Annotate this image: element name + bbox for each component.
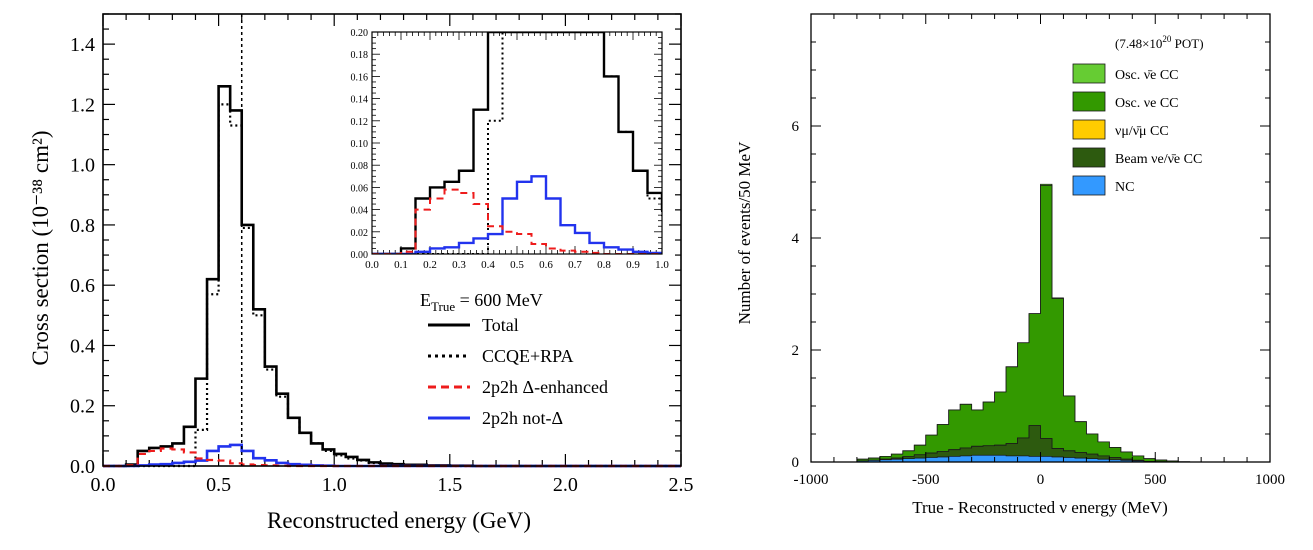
right-x-tick-label: 0 [1037,472,1045,488]
inset-y-tick-label: 0.04 [351,206,369,217]
inset-panel: 0.0 0.1 0.2 0.3 0.4 0.5 0.6 0.7 0.8 0.9 1.0 0.000.… [351,28,670,271]
right-legend-swatch [1072,63,1106,84]
left-y-tick-label: 0.8 [70,215,95,237]
cross-section-panel: 0.0 0.5 1.0 1.5 2.0 2.5 0.0 0.2 0.4 0.6 0.8 1.0 1.2… [28,13,694,533]
inset-x-tick-label: 0.2 [423,259,437,271]
inset-series-ccqe-rpa [372,32,662,254]
inset-y-tick-label: 0.18 [351,50,369,61]
right-y-tick-label: 4 [792,231,800,247]
inset-series-2p2h-not- [372,175,662,254]
right-legend-swatch [1072,91,1106,112]
inset-y-tick-label: 0.08 [351,161,369,172]
right-x-axis-label: True - Reconstructed ν energy (MeV) [912,498,1168,517]
left-x-axis-label: Reconstructed energy (GeV) [267,508,531,533]
right-x-tick-label: -1000 [794,472,829,488]
right-y-tick-label: 0 [792,455,800,471]
right-legend-swatch [1072,175,1106,196]
right-y-tick-labels: 0 2 4 6 [792,119,800,471]
legend-label: 2p2h not-Δ [482,408,563,428]
pot-annotation: (7.48×1020 POT) [1115,34,1204,51]
left-y-tick-label: 1.0 [70,155,95,177]
inset-x-tick-label: 0.6 [539,259,553,271]
right-x-tick-labels: -1000 -500 0 500 1000 [794,472,1286,488]
right-plot-frame [810,13,1271,463]
right-x-tick-label: 1000 [1255,472,1285,488]
inset-x-tick-label: 0.4 [481,259,495,271]
inset-x-tick-label: 0.3 [452,259,466,271]
left-plot-frame [102,13,682,467]
right-stack-group [811,183,1270,463]
inset-y-tick-label: 0.06 [351,183,369,194]
right-x-tick-label: 500 [1144,472,1167,488]
left-x-tick-label: 1.0 [322,474,347,496]
inset-y-tick-label: 0.14 [351,95,369,106]
inset-y-tick-label: 0.20 [351,28,369,39]
inset-x-tick-label: 1.0 [655,259,669,271]
inset-y-tick-label: 0.12 [351,117,369,128]
inset-x-tick-label: 0.8 [597,259,611,271]
right-y-axis-label: Number of events/50 MeV [735,141,754,324]
inset-x-tick-label: 0.5 [510,259,524,271]
left-y-tick-label: 1.2 [70,94,95,116]
right-legend: Osc. ν̄e CC Osc. νe CC νμ/ν̄μ CC Beam νe/ν̄… [1072,63,1202,196]
left-y-axis-label: Cross section (10⁻³⁸ cm²) [28,130,53,365]
right-legend-swatch [1072,119,1106,140]
inset-background [372,32,662,254]
right-y-tick-label: 6 [792,119,800,135]
left-y-tick-label: 0.0 [70,456,95,478]
inset-x-tick-label: 0.7 [568,259,582,271]
left-x-tick-label: 0.0 [91,474,116,496]
left-y-tick-label: 0.2 [70,396,95,418]
left-x-tick-labels: 0.0 0.5 1.0 1.5 2.0 2.5 [91,474,694,496]
inset-y-tick-labels: 0.00 0.02 0.04 0.06 0.08 0.10 0.12 0.14 0.16 0.18… [351,28,369,261]
legend-label: CCQE+RPA [482,346,574,366]
inset-x-tick-label: 0.0 [365,259,379,271]
right-legend-label: NC [1115,180,1134,195]
right-legend-swatch [1072,147,1106,168]
inset-series-total [372,32,662,254]
inset-plot-frame [371,31,663,255]
right-y-tick-label: 2 [792,343,800,359]
left-x-tick-label: 2.5 [669,474,694,496]
inset-y-tick-label: 0.16 [351,72,369,83]
inset-y-tick-label: 0.10 [351,139,369,150]
left-y-tick-label: 1.4 [70,34,95,56]
right-x-tick-label: -500 [912,472,940,488]
right-legend-label: Osc. ν̄e CC [1115,68,1179,83]
left-y-tick-label: 0.4 [70,335,95,357]
inset-y-tick-label: 0.00 [351,250,369,261]
left-x-tick-label: 2.0 [553,474,578,496]
left-legend: ETrue = 600 MeV Total CCQE+RPA 2p2h Δ-enha… [420,290,608,428]
inset-y-tick-label: 0.02 [351,228,369,239]
left-y-tick-label: 0.6 [70,275,95,297]
right-legend-label: Beam νe/ν̄e CC [1115,152,1202,167]
inset-x-tick-label: 0.9 [626,259,640,271]
legend-title: ETrue = 600 MeV [420,290,543,314]
legend-label: 2p2h Δ-enhanced [482,377,608,397]
event-histogram-panel: -1000 -500 0 500 1000 0 2 4 6 True - Reconstruc… [735,13,1286,517]
inset-series-group [372,32,662,254]
right-legend-label: Osc. νe CC [1115,96,1179,111]
left-x-tick-label: 0.5 [206,474,231,496]
inset-x-tick-labels: 0.0 0.1 0.2 0.3 0.4 0.5 0.6 0.7 0.8 0.9 1.0 [365,259,669,271]
inset-x-tick-label: 0.1 [394,259,408,271]
legend-label: Total [482,315,519,335]
left-x-tick-label: 1.5 [437,474,462,496]
left-y-tick-labels: 0.0 0.2 0.4 0.6 0.8 1.0 1.2 1.4 [70,34,95,478]
right-legend-label: νμ/ν̄μ CC [1115,124,1169,139]
inset-series-2p2h-enhanced [372,188,662,254]
stack-layer-osc-e-cc [811,184,1270,463]
